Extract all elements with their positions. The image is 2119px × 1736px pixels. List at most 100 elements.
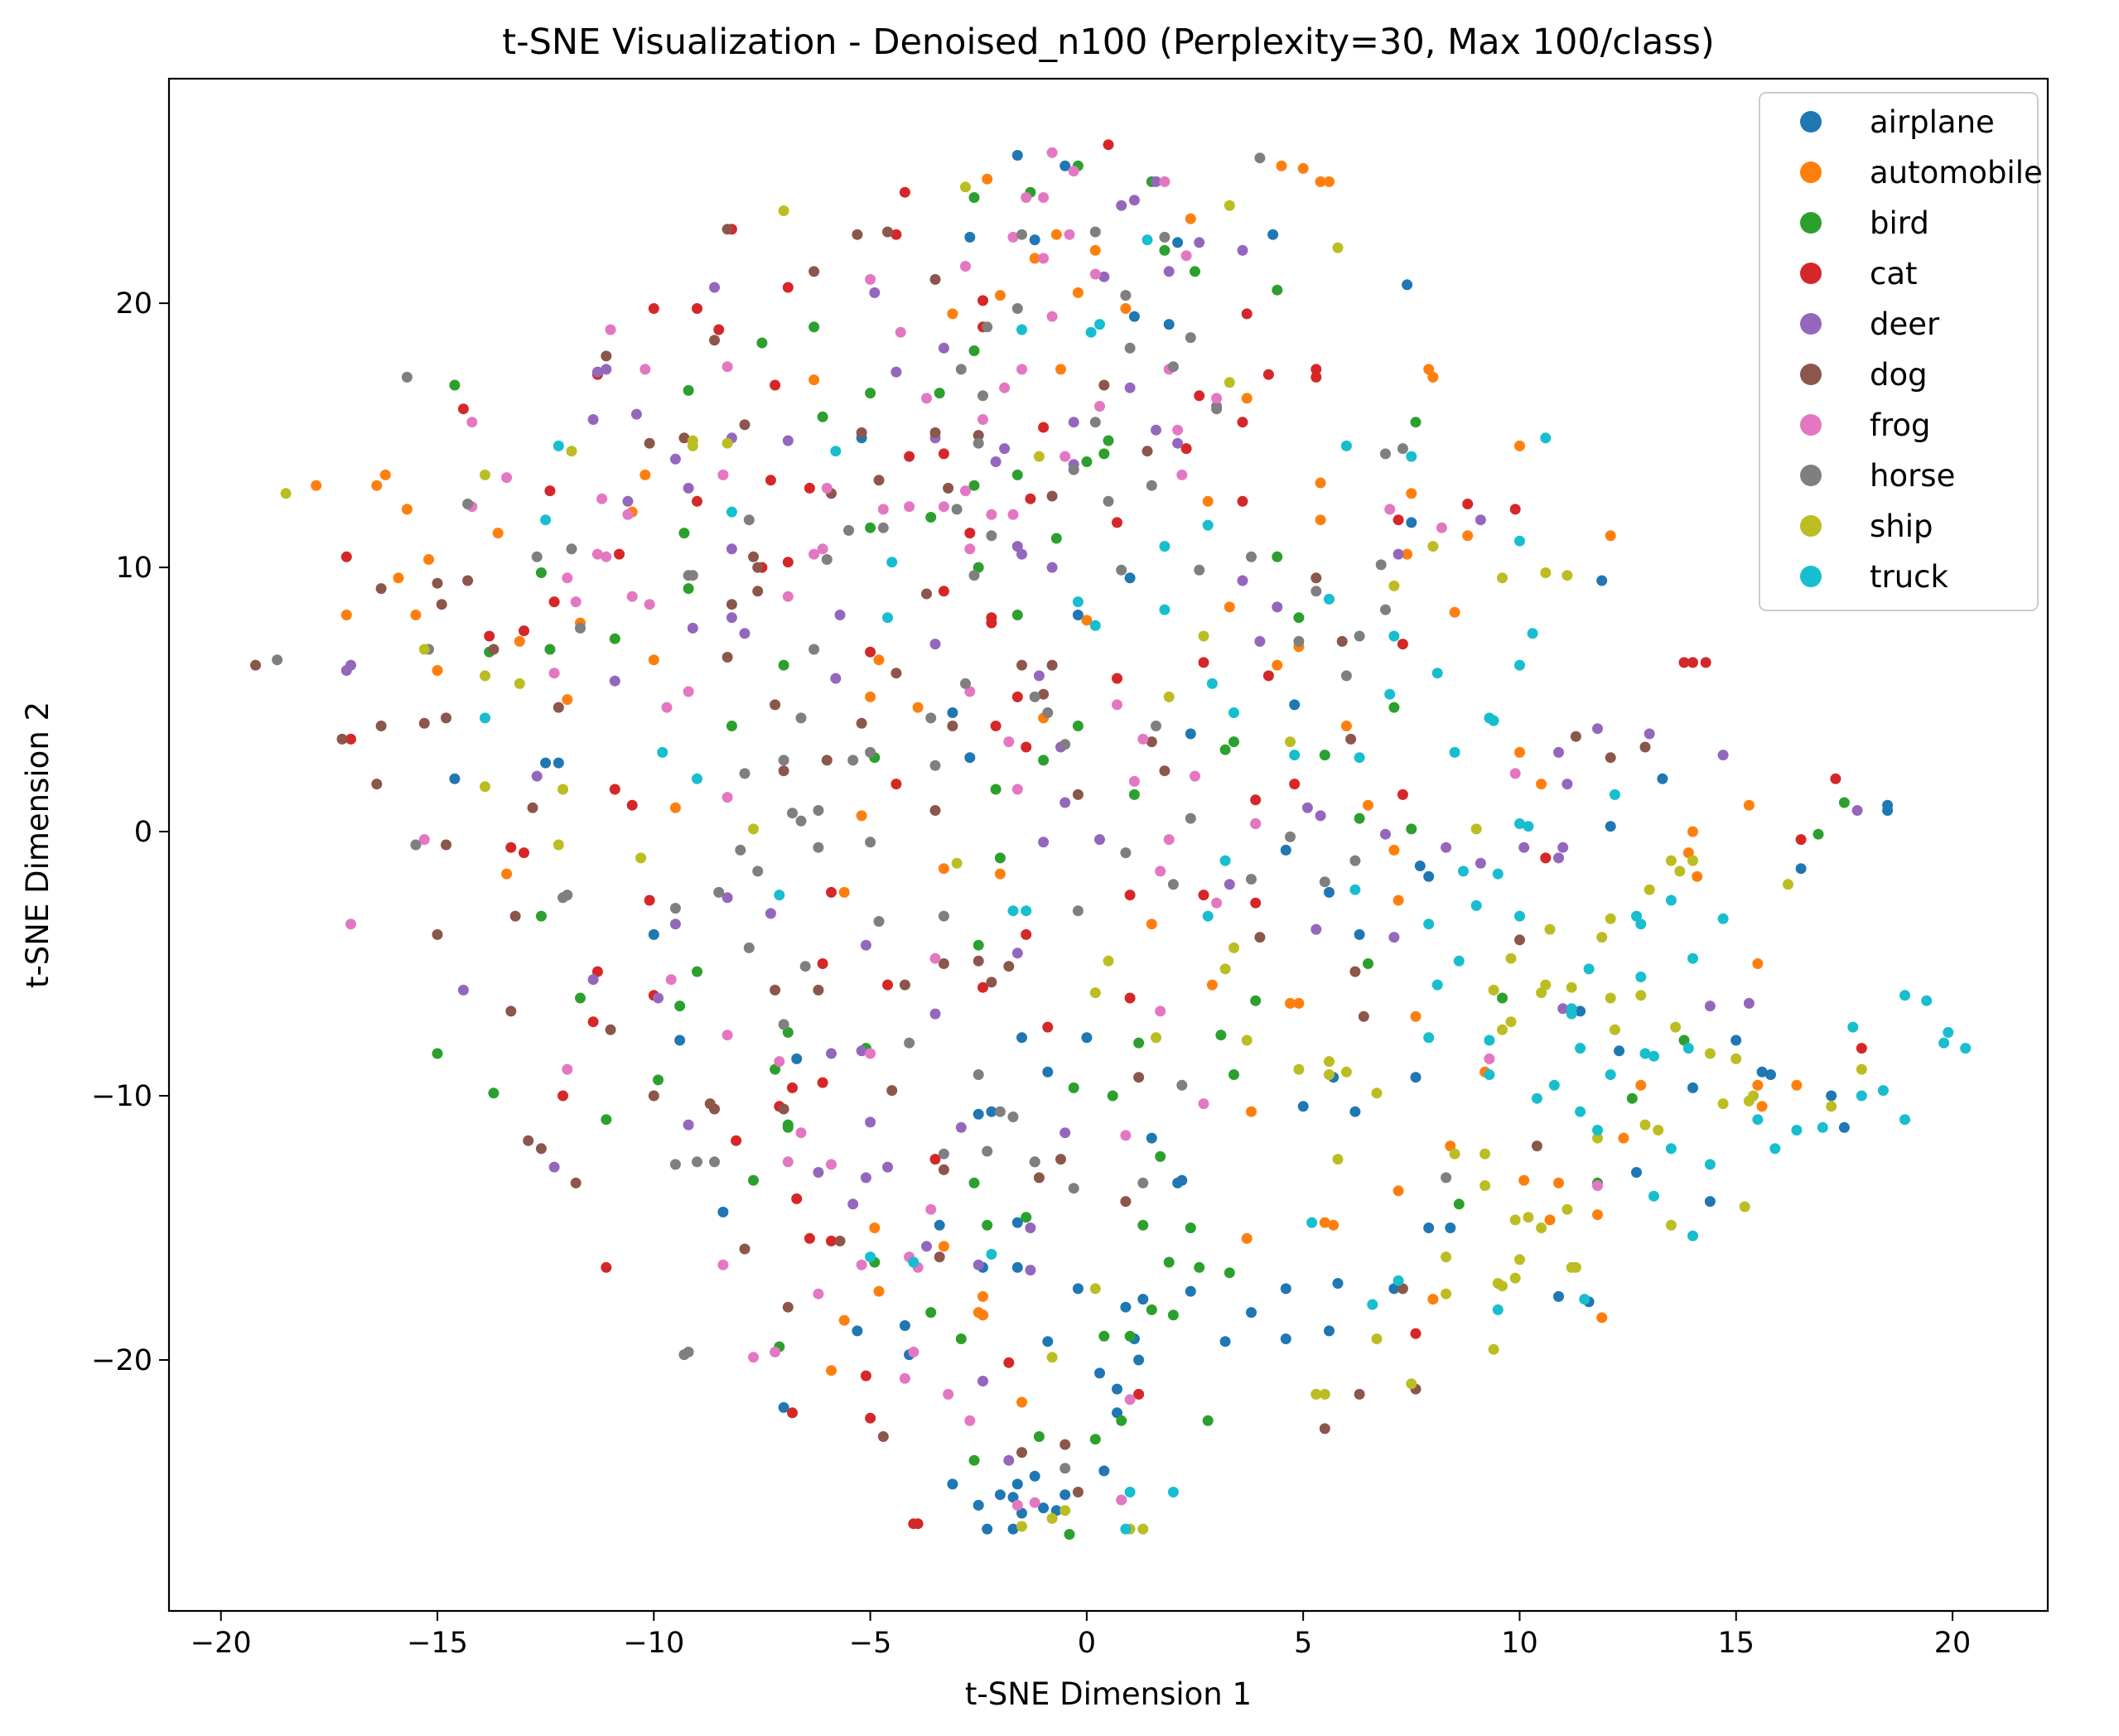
point-airplane	[674, 1034, 686, 1046]
point-horse	[713, 886, 725, 898]
point-cat	[505, 841, 517, 853]
point-dog	[648, 1090, 659, 1102]
point-truck	[1575, 1106, 1586, 1117]
point-airplane	[1011, 1261, 1023, 1273]
point-bird	[968, 480, 980, 491]
point-cat	[860, 1370, 871, 1382]
point-deer	[1003, 1454, 1015, 1466]
point-bird	[1021, 1212, 1032, 1223]
point-frog	[999, 382, 1011, 393]
point-dog	[1072, 1487, 1084, 1497]
point-frog	[601, 551, 612, 562]
point-bird	[1228, 1069, 1239, 1080]
point-horse	[1103, 495, 1114, 507]
point-automobile	[562, 694, 573, 706]
point-dog	[1639, 741, 1651, 753]
point-automobile	[1743, 799, 1755, 811]
point-horse	[1120, 290, 1132, 301]
point-bird	[1293, 612, 1305, 624]
point-cat	[601, 1261, 612, 1273]
point-frog	[1155, 866, 1166, 877]
point-frog	[640, 364, 651, 375]
point-ship	[1470, 823, 1482, 835]
point-dog	[752, 586, 764, 597]
point-automobile	[669, 802, 681, 813]
point-automobile	[432, 665, 443, 676]
point-ship	[480, 670, 490, 682]
point-bird	[1081, 456, 1093, 467]
point-ship	[1198, 630, 1209, 642]
point-ship	[1089, 1283, 1101, 1295]
point-automobile	[1363, 799, 1373, 811]
point-dog	[644, 437, 655, 449]
point-automobile	[1402, 548, 1413, 560]
legend-item-airplane: airplane	[1800, 104, 1995, 140]
point-frog	[964, 1415, 976, 1426]
point-airplane	[1280, 844, 1291, 856]
plot-area	[250, 139, 1972, 1540]
point-dog	[1605, 752, 1616, 764]
point-cat	[1038, 422, 1050, 433]
point-dog	[856, 717, 867, 729]
point-cat	[1124, 992, 1136, 1004]
point-ship	[1310, 1388, 1322, 1400]
point-deer	[709, 282, 720, 293]
point-cat	[1856, 1043, 1867, 1054]
point-automobile	[838, 1314, 850, 1326]
point-cat	[1795, 834, 1807, 846]
point-frog	[1038, 253, 1050, 264]
point-automobile	[1029, 253, 1040, 264]
legend-item-dog: dog	[1800, 357, 1928, 393]
point-truck	[1817, 1121, 1828, 1133]
point-ship	[1561, 1203, 1573, 1215]
point-automobile	[938, 1241, 949, 1252]
legend-label: frog	[1870, 407, 1931, 443]
point-bird	[683, 384, 694, 396]
point-airplane	[1332, 1278, 1344, 1289]
point-horse	[929, 760, 941, 771]
point-deer	[1557, 841, 1569, 853]
point-dog	[1514, 934, 1525, 946]
point-truck	[1021, 905, 1032, 917]
point-cat	[648, 303, 659, 314]
point-automobile	[1072, 287, 1084, 298]
point-truck	[1367, 1299, 1378, 1310]
point-airplane	[973, 1499, 984, 1511]
point-horse	[925, 712, 937, 724]
point-frog	[1190, 770, 1200, 782]
point-horse	[272, 654, 283, 666]
point-truck	[1120, 1523, 1132, 1535]
legend-marker	[1800, 263, 1822, 284]
point-deer	[1116, 200, 1127, 211]
point-cat	[1241, 308, 1253, 320]
point-frog	[1046, 147, 1058, 158]
point-airplane	[1354, 928, 1365, 940]
point-automobile	[1241, 393, 1253, 404]
point-dog	[739, 1243, 751, 1255]
point-truck	[1752, 1114, 1764, 1126]
point-horse	[1211, 403, 1223, 415]
point-bird	[601, 1114, 612, 1126]
point-automobile	[1297, 162, 1309, 174]
point-cat	[1237, 417, 1248, 428]
point-frog	[1120, 1130, 1132, 1141]
point-automobile	[1514, 440, 1525, 451]
point-cat	[1262, 369, 1274, 380]
point-ship	[1536, 1222, 1547, 1233]
point-automobile	[869, 1222, 881, 1233]
point-airplane	[1011, 150, 1023, 161]
point-ship	[566, 446, 577, 457]
point-ship	[1427, 541, 1439, 552]
point-ship	[1103, 955, 1114, 967]
point-cat	[519, 625, 529, 637]
point-truck	[1159, 604, 1171, 615]
point-automobile	[809, 374, 820, 386]
point-airplane	[1423, 1222, 1435, 1233]
point-ship	[1441, 1288, 1452, 1300]
point-ship	[1224, 200, 1235, 211]
point-horse	[1397, 443, 1408, 455]
point-truck	[1458, 866, 1469, 877]
point-automobile	[873, 1285, 885, 1297]
point-frog	[661, 702, 673, 713]
point-bird	[674, 1001, 686, 1012]
